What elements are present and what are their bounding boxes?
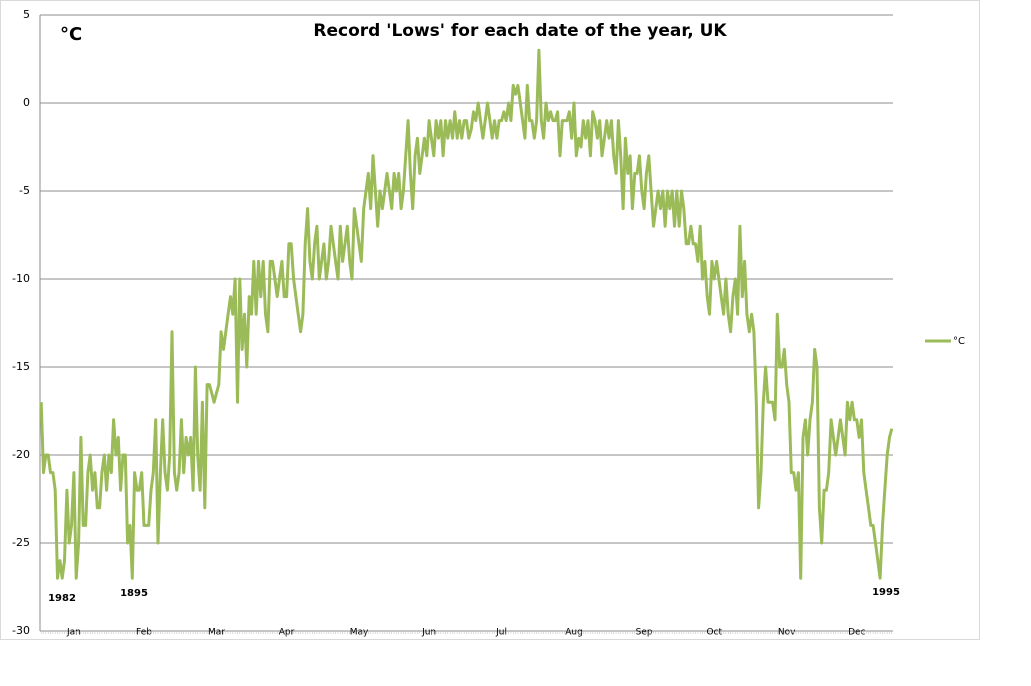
- y-tick-label: -30: [12, 624, 30, 637]
- y-tick-label: -10: [12, 272, 30, 285]
- data-line: [39, 48, 894, 580]
- x-tick-label: Mar: [208, 628, 225, 638]
- annotation: 1982: [48, 593, 76, 604]
- x-tick-label: Nov: [778, 628, 796, 638]
- y-tick-label: -15: [12, 360, 30, 373]
- x-tick-label: Sep: [636, 628, 653, 638]
- x-tick-label: Jan: [66, 628, 81, 638]
- x-tick-label: Jul: [495, 628, 507, 638]
- y-tick-label: -25: [12, 536, 30, 549]
- x-tick-label: Dec: [848, 628, 865, 638]
- y-tick-label: -20: [12, 448, 30, 461]
- y-tick-label: -5: [19, 184, 30, 197]
- y-tick-label: 0: [23, 96, 30, 109]
- annotation: 1995: [872, 587, 900, 598]
- annotation: 1895: [120, 588, 148, 599]
- y-tick-label: 5: [23, 8, 30, 21]
- chart-border: [0, 0, 980, 640]
- chart-title: Record 'Lows' for each date of the year,…: [313, 21, 727, 41]
- x-tick-label: May: [350, 628, 369, 638]
- legend-label: °C: [953, 336, 965, 347]
- unit-label: °C: [60, 24, 82, 45]
- x-tick-label: Jun: [421, 628, 436, 638]
- x-tick-label: Oct: [706, 628, 722, 638]
- x-tick-label: Aug: [565, 628, 583, 638]
- x-tick-label: Feb: [136, 628, 152, 638]
- x-tick-label: Apr: [279, 628, 295, 638]
